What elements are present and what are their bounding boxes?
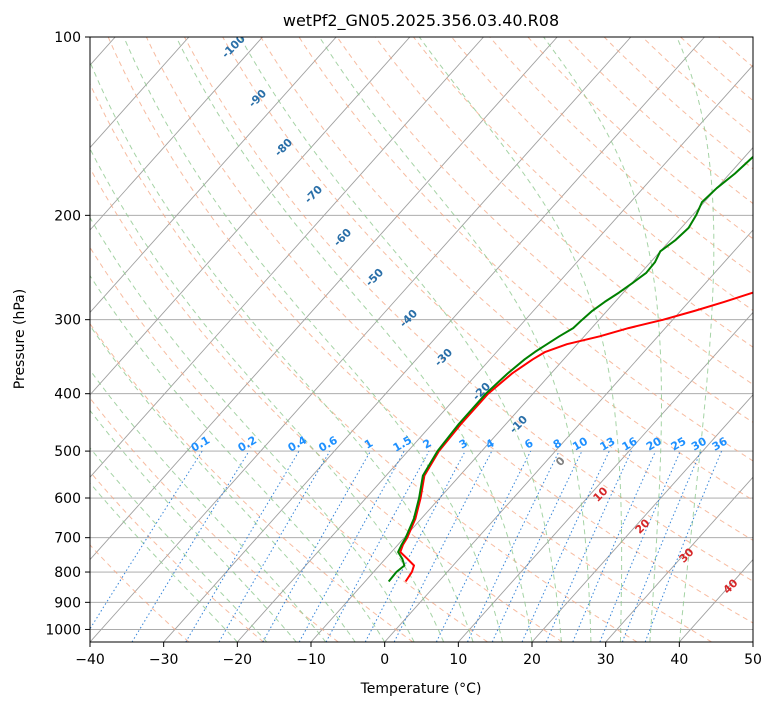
mixing-ratio-line bbox=[491, 450, 583, 642]
mixing-ratio-line bbox=[435, 450, 532, 642]
y-tick-label: 900 bbox=[54, 595, 81, 611]
dry-adiabat-line bbox=[451, 37, 753, 312]
mixing-ratio-line bbox=[131, 450, 250, 642]
mixing-ratio-line bbox=[218, 450, 331, 642]
x-tick-label: −10 bbox=[296, 652, 326, 668]
x-tick-label: 20 bbox=[523, 652, 541, 668]
y-tick-label: 500 bbox=[54, 444, 81, 460]
isotherm-line bbox=[236, 64, 753, 642]
moist-adiabat-line bbox=[239, 37, 562, 642]
isotherm-line bbox=[90, 37, 411, 396]
dry-adiabat-line bbox=[413, 37, 753, 348]
dry-adiabat-line bbox=[222, 37, 753, 541]
dry-adiabat-line bbox=[260, 37, 753, 501]
y-tick-label: 100 bbox=[54, 30, 81, 46]
y-tick-label: 600 bbox=[54, 491, 81, 507]
dry-adiabat-line bbox=[336, 37, 753, 423]
y-tick-label: 800 bbox=[54, 565, 81, 581]
dry-adiabat-line bbox=[145, 37, 753, 624]
y-tick-label: 400 bbox=[54, 387, 81, 403]
x-tick-label: 40 bbox=[670, 652, 688, 668]
x-tick-label: 50 bbox=[744, 652, 762, 668]
isotherm-line bbox=[90, 37, 337, 314]
y-tick-label: 700 bbox=[54, 531, 81, 547]
y-axis-title: Pressure (hPa) bbox=[12, 289, 28, 389]
moist-adiabat-line bbox=[90, 216, 415, 642]
x-tick-label: −20 bbox=[223, 652, 253, 668]
temperature-profile-line bbox=[399, 291, 753, 583]
isotherm-line bbox=[384, 229, 753, 642]
isotherm-line bbox=[90, 37, 190, 149]
isotherm-line bbox=[90, 37, 558, 561]
isotherm-line bbox=[90, 37, 263, 231]
dry-adiabat-line bbox=[90, 82, 638, 642]
moist-adiabat-line bbox=[90, 147, 445, 642]
moist-adiabat-line bbox=[90, 482, 238, 642]
isotherm-line bbox=[163, 37, 705, 642]
mixing-ratio-line bbox=[572, 450, 657, 642]
y-tick-label: 300 bbox=[54, 313, 81, 329]
dry-adiabat-line bbox=[90, 246, 488, 642]
mixing-ratio-line bbox=[467, 450, 560, 642]
isotherm-line bbox=[90, 37, 484, 478]
axis-layer: −40 −30 −20 −10 0 10 20 30 40 50 100 200 300 400 500 60… bbox=[45, 30, 762, 668]
isotherm-line bbox=[90, 37, 632, 642]
y-tick-label: 200 bbox=[54, 208, 81, 224]
x-tick-label: −40 bbox=[75, 652, 105, 668]
dry-adiabat-line bbox=[90, 397, 339, 642]
plot-frame bbox=[89, 36, 754, 643]
moist-adiabat-line bbox=[90, 369, 327, 642]
mixing-ratio-line bbox=[599, 450, 681, 642]
x-axis-title: Temperature (°C) bbox=[360, 681, 482, 697]
moist-adiabat-line bbox=[543, 37, 662, 642]
dry-adiabat-line bbox=[184, 37, 753, 582]
dewpoint-profile-line bbox=[387, 155, 753, 583]
moist-adiabat-line bbox=[90, 409, 297, 642]
y-tick-label: 1000 bbox=[45, 622, 81, 638]
dry-adiabat-line bbox=[90, 167, 563, 642]
adiabat-layer bbox=[90, 37, 753, 642]
moist-adiabat-line bbox=[676, 37, 715, 642]
series-layer bbox=[387, 155, 753, 583]
x-tick-label: 30 bbox=[597, 652, 615, 668]
mixing-ratio-line bbox=[325, 450, 430, 642]
mixing-ratio-line bbox=[262, 450, 371, 642]
mixing-ratio-line bbox=[298, 450, 405, 642]
x-tick-label: −30 bbox=[149, 652, 179, 668]
x-tick-label: 0 bbox=[380, 652, 389, 668]
mixing-ratio-line bbox=[545, 450, 632, 642]
isotherm-line bbox=[605, 476, 753, 642]
x-tick-label: 10 bbox=[449, 652, 467, 668]
moist-adiabat-line bbox=[175, 37, 533, 642]
mixing-ratio-line bbox=[521, 450, 610, 642]
moist-adiabat-line bbox=[90, 274, 386, 642]
dry-adiabat-line bbox=[90, 322, 414, 642]
mixing-ratio-line bbox=[90, 450, 203, 630]
dry-adiabat-line bbox=[298, 37, 753, 462]
isotherm-line bbox=[531, 394, 753, 642]
mixing-ratio-line bbox=[185, 450, 300, 642]
chart-title: wetPf2_GN05.2025.356.03.40.R08 bbox=[283, 11, 559, 31]
moist-adiabat-line bbox=[318, 37, 592, 642]
moist-adiabat-line bbox=[418, 37, 623, 642]
moist-adiabat-line bbox=[90, 60, 474, 642]
grid-layer bbox=[90, 37, 753, 642]
dry-adiabat-line bbox=[374, 37, 753, 386]
moist-adiabat-line bbox=[90, 447, 268, 642]
